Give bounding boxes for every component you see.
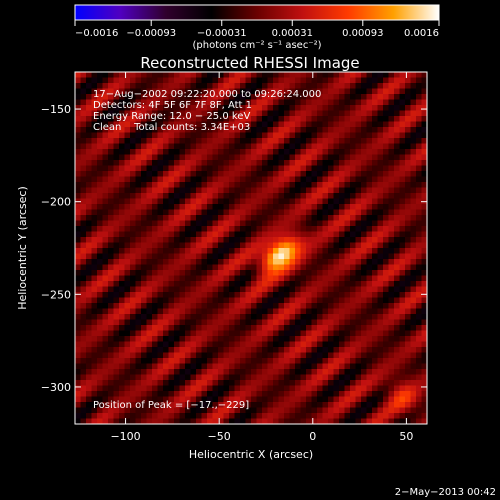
colorbar-tick-label: −0.00093 <box>126 28 176 39</box>
x-axis-label: Heliocentric X (arcsec) <box>189 448 313 461</box>
colorbar-unit-label: (photons cm⁻² s⁻¹ asec⁻²) <box>192 40 321 51</box>
date-stamp: 2−May−2013 00:42 <box>395 487 496 498</box>
y-tick-label: −250 <box>41 288 71 301</box>
info-block: 17−Aug−2002 09:22:20.000 to 09:26:24.000… <box>93 89 321 133</box>
colorbar-tick-label: −0.00031 <box>197 28 247 39</box>
colorbar-tick-label: 0.00031 <box>272 28 313 39</box>
x-tick-label: 0 <box>309 430 316 443</box>
y-tick-label: −150 <box>41 103 71 116</box>
heatmap-raster <box>75 72 427 424</box>
colorbar: −0.0016 −0.00093 −0.00031 0.00031 0.00093 0.0… <box>74 4 440 51</box>
y-axis-label: Heliocentric Y (arcsec) <box>16 186 29 310</box>
colorbar-strip <box>74 4 440 21</box>
y-tick-label: −300 <box>41 381 71 394</box>
colorbar-ticks: −0.0016 −0.00093 −0.00031 0.00031 0.00093 0.0… <box>74 20 440 39</box>
colorbar-tick-label: −0.0016 <box>75 28 118 39</box>
x-tick-label: 50 <box>399 430 413 443</box>
x-tick-label: −100 <box>110 430 140 443</box>
info-line-time: 17−Aug−2002 09:22:20.000 to 09:26:24.000 <box>93 89 321 100</box>
x-axis-ticks: −100 −50 0 50 <box>110 72 413 443</box>
colorbar-tick-label: 0.00093 <box>342 28 383 39</box>
colorbar-tick-label: 0.0016 <box>404 28 439 39</box>
x-tick-label: −50 <box>208 430 231 443</box>
info-line-energy: Energy Range: 12.0 − 25.0 keV <box>93 111 250 122</box>
peak-position-label: Position of Peak = [−17.,−229] <box>93 400 249 411</box>
y-tick-label: −200 <box>41 196 71 209</box>
info-line-clean: Clean Total counts: 3.34E+03 <box>93 122 250 133</box>
y-axis-ticks: −150 −200 −250 −300 <box>41 103 427 394</box>
info-line-detectors: Detectors: 4F 5F 6F 7F 8F, Att 1 <box>93 100 252 111</box>
plot-frame <box>74 71 428 425</box>
heatmap-image <box>75 72 427 424</box>
chart-title: Reconstructed RHESSI Image <box>140 54 359 72</box>
